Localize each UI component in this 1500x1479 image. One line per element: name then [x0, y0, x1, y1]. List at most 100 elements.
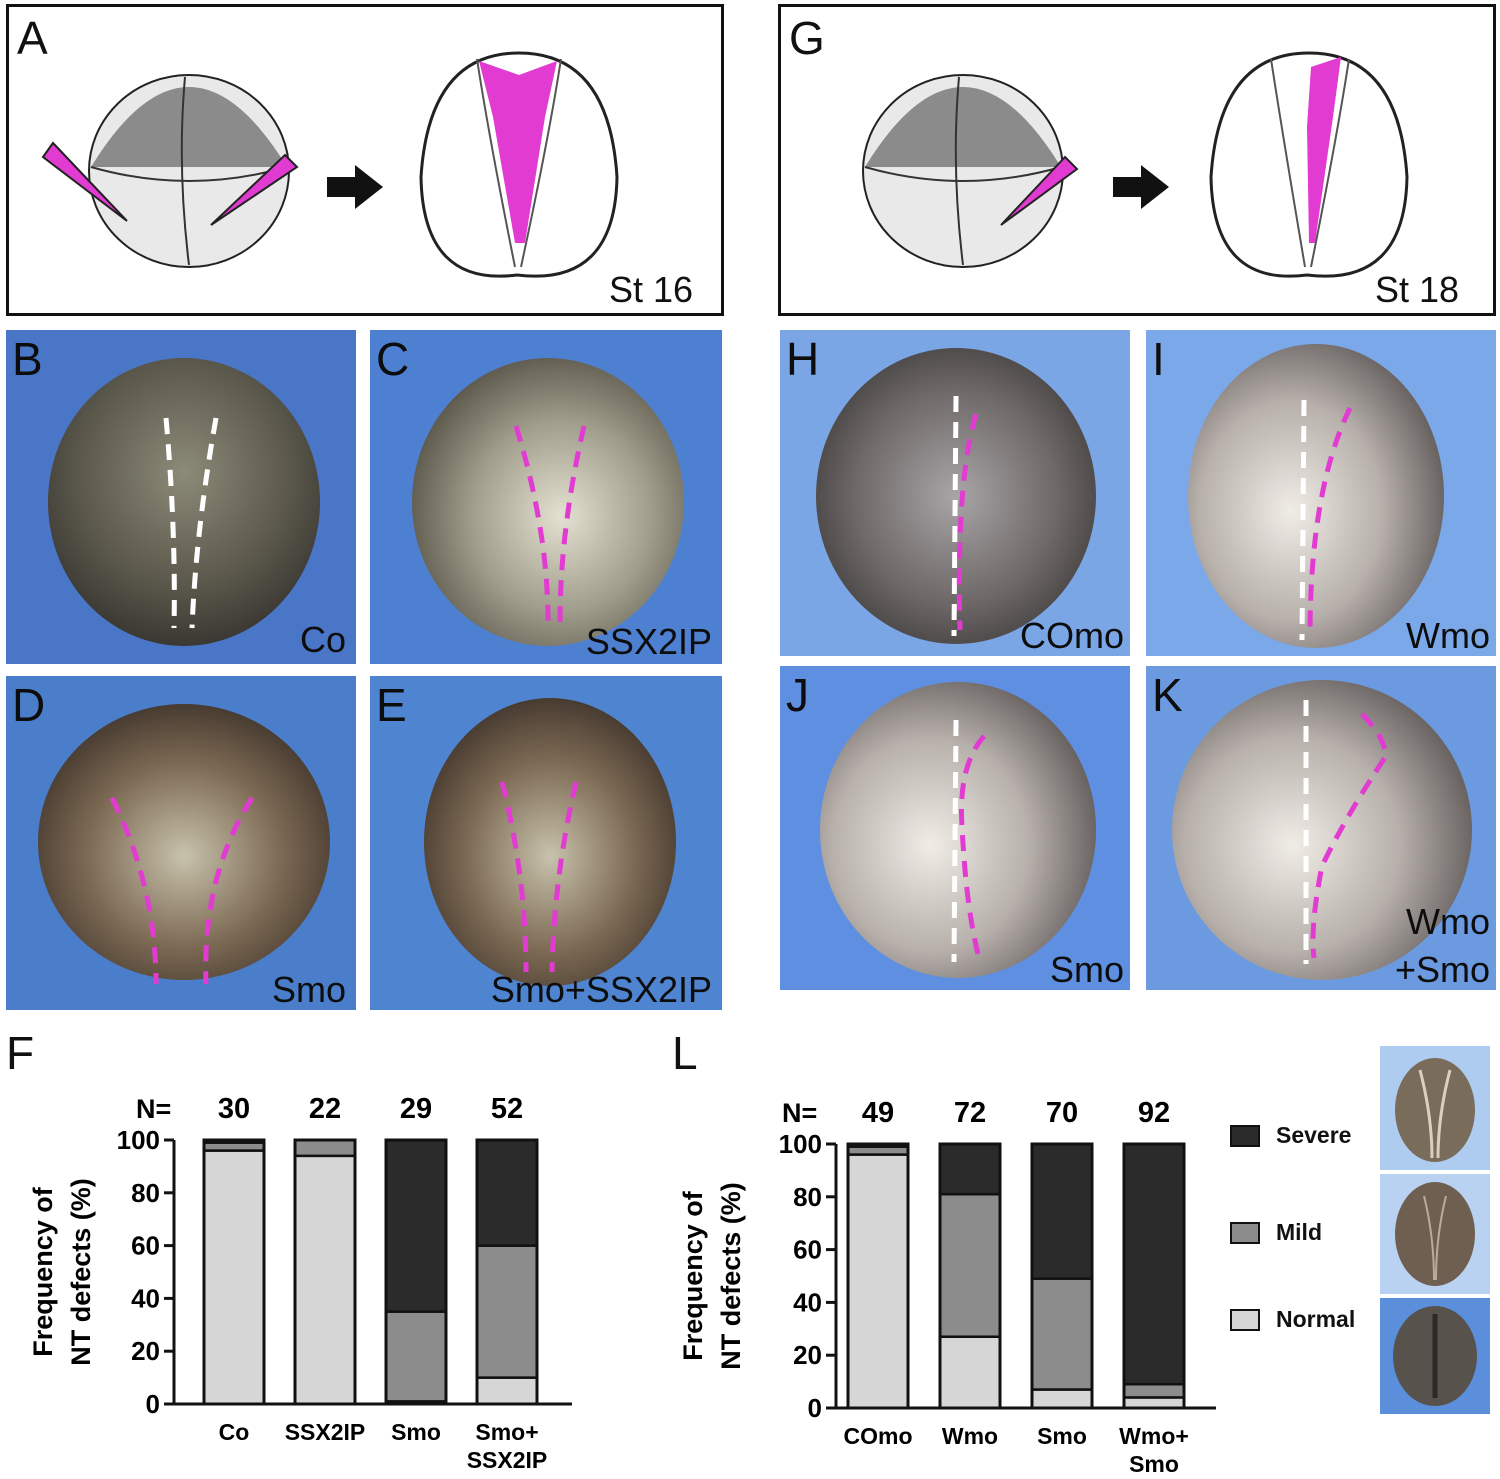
stage-label-a: St 16	[609, 269, 694, 310]
category-label: Smo+	[475, 1419, 538, 1445]
panel-k-photo: K Wmo +Smo	[1146, 666, 1496, 990]
embryo-image	[1188, 344, 1444, 648]
y-tick-label: 80	[131, 1178, 160, 1208]
n-value: 70	[1046, 1097, 1078, 1129]
panel-label-d: D	[12, 679, 46, 731]
legend-swatch-normal	[1230, 1309, 1260, 1331]
y-axis-title-line1: Frequency of	[28, 1186, 58, 1357]
y-tick-label: 60	[131, 1231, 160, 1261]
stage-label-g: St 18	[1375, 269, 1460, 310]
legend-swatch-severe	[1230, 1125, 1260, 1147]
n-value: 52	[491, 1093, 523, 1125]
bar-segment-mild	[293, 1138, 357, 1158]
chart-l: Frequency of NT defects (%) 0 20 40 60 80 100 N=…	[660, 1070, 1230, 1477]
bar-outline	[475, 1138, 539, 1406]
arrow-icon	[1113, 165, 1169, 209]
panel-label-j: J	[786, 669, 809, 721]
category-label: Co	[219, 1419, 250, 1445]
panel-c-photo: C SSX2IP	[370, 330, 722, 664]
y-axis-title-line2: NT defects (%)	[66, 1178, 96, 1366]
condition-label-c: SSX2IP	[585, 621, 712, 662]
legend-thumbnail-images	[1380, 1046, 1490, 1414]
bar-outline	[1030, 1142, 1094, 1410]
panel-d-photo: D Smo	[6, 676, 356, 1010]
embryo-image	[48, 358, 320, 646]
n-value: 72	[954, 1097, 986, 1129]
neurula-embryo	[1209, 51, 1409, 278]
embryo-image	[38, 704, 330, 985]
bar-outline	[1122, 1142, 1186, 1410]
bar-outline	[293, 1138, 357, 1406]
bar-segment-normal	[293, 1154, 357, 1406]
panel-i-photo: I Wmo	[1146, 330, 1496, 656]
panel-label-h: H	[786, 333, 820, 385]
panel-label-k: K	[1152, 669, 1183, 721]
bar-segment-severe	[384, 1138, 448, 1313]
n-value: 49	[862, 1097, 894, 1129]
arrow-icon	[327, 165, 383, 209]
chart-l-svg: Frequency of NT defects (%) 0 20 40 60 80 100N=…	[678, 1097, 1216, 1477]
panel-label-g: G	[789, 12, 825, 64]
panel-label-b: B	[12, 333, 43, 385]
bar-segment-normal	[202, 1149, 266, 1406]
n-label: N=	[136, 1094, 171, 1124]
panel-label-l: L	[672, 1027, 698, 1079]
injection-needle-right	[1000, 155, 1079, 226]
bar-segment-mild	[938, 1192, 1002, 1338]
bar-segment-severe	[475, 1138, 539, 1247]
panel-g-drawing	[862, 51, 1409, 278]
four-cell-embryo	[862, 74, 1064, 268]
condition-label-h: COmo	[1019, 615, 1124, 656]
legend-label-normal: Normal	[1276, 1306, 1356, 1332]
category-label: SSX2IP	[467, 1447, 548, 1473]
y-tick-label: 100	[779, 1129, 822, 1159]
panel-label-c: C	[376, 333, 410, 385]
embryo-image	[412, 358, 684, 646]
four-cell-embryo	[88, 74, 290, 268]
y-tick-label: 40	[793, 1287, 822, 1317]
bar-segment-normal	[475, 1376, 539, 1406]
panel-label-i: I	[1152, 333, 1165, 385]
panel-j-photo: J Smo	[780, 666, 1130, 990]
category-label: Smo	[1037, 1423, 1087, 1449]
legend: Severe Mild Normal	[1228, 1118, 1378, 1338]
panel-label-f: F	[6, 1027, 35, 1079]
embryo-image	[820, 682, 1096, 978]
bar-segment-mild	[1122, 1382, 1186, 1399]
category-label: Smo	[391, 1419, 441, 1445]
category-label: Wmo	[942, 1423, 998, 1449]
bar-segment-mild	[1030, 1277, 1094, 1391]
bar-segment-severe	[938, 1142, 1002, 1196]
neurula-embryo	[419, 51, 619, 278]
condition-label-b: Co	[299, 619, 346, 660]
legend-swatch-mild	[1230, 1222, 1260, 1244]
bar-outline	[938, 1142, 1002, 1410]
panel-label-a: A	[17, 12, 48, 64]
neural-plate-highlight	[479, 61, 557, 243]
legend-label-mild: Mild	[1276, 1219, 1322, 1245]
bar-segment-severe	[1030, 1142, 1094, 1280]
y-tick-label: 40	[131, 1283, 160, 1313]
bar-segment-normal	[938, 1335, 1002, 1410]
panel-a-schematic: A St 16	[6, 4, 724, 316]
panel-g-schematic: G St 18	[778, 4, 1496, 316]
bar-segment-mild	[384, 1310, 448, 1403]
y-tick-label: 0	[808, 1393, 822, 1423]
panel-b-photo: B Co	[6, 330, 356, 664]
condition-label-k-line1: Wmo	[1406, 901, 1490, 942]
panel-a-drawing	[41, 51, 619, 278]
y-axis-title-line1: Frequency of	[678, 1190, 708, 1361]
embryo-image	[1172, 680, 1472, 980]
n-label: N=	[782, 1098, 817, 1128]
y-tick-label: 80	[793, 1182, 822, 1212]
injection-needle-right	[210, 153, 299, 226]
bar-segment-severe	[1122, 1142, 1186, 1386]
y-axis-title-line2: NT defects (%)	[716, 1182, 746, 1370]
y-tick-label: 0	[146, 1389, 160, 1419]
y-tick-label: 20	[793, 1340, 822, 1370]
bar-segment-normal	[1122, 1396, 1186, 1410]
n-value: 29	[400, 1093, 432, 1125]
category-label: SSX2IP	[285, 1419, 366, 1445]
category-label: COmo	[844, 1423, 913, 1449]
condition-label-k-line2: +Smo	[1394, 949, 1490, 990]
